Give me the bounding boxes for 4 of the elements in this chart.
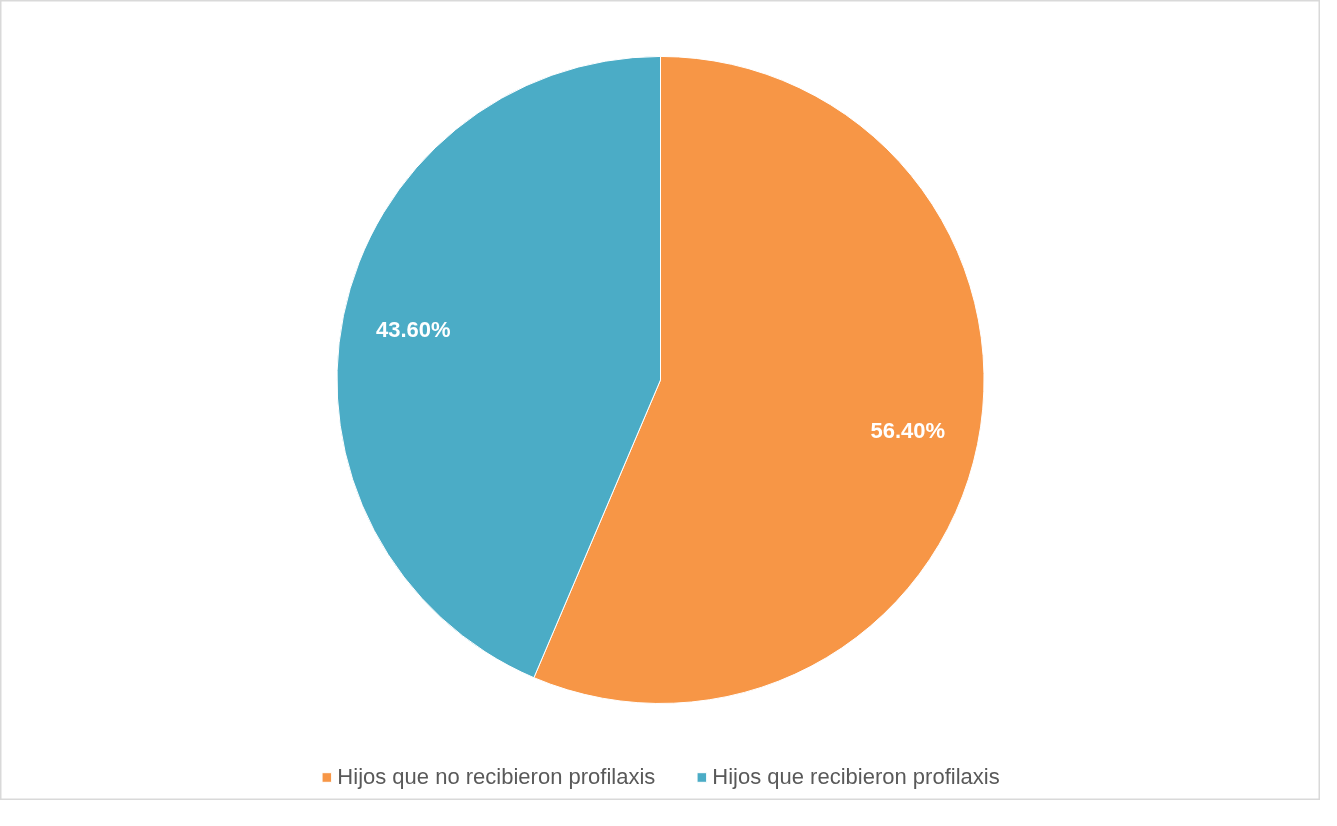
data-label: 56.40% [870,417,946,443]
legend-label: Hijos que recibieron profilaxis [712,764,1000,790]
data-label: 43.60% [375,317,451,343]
legend-label: Hijos que no recibieron profilaxis [337,764,656,790]
